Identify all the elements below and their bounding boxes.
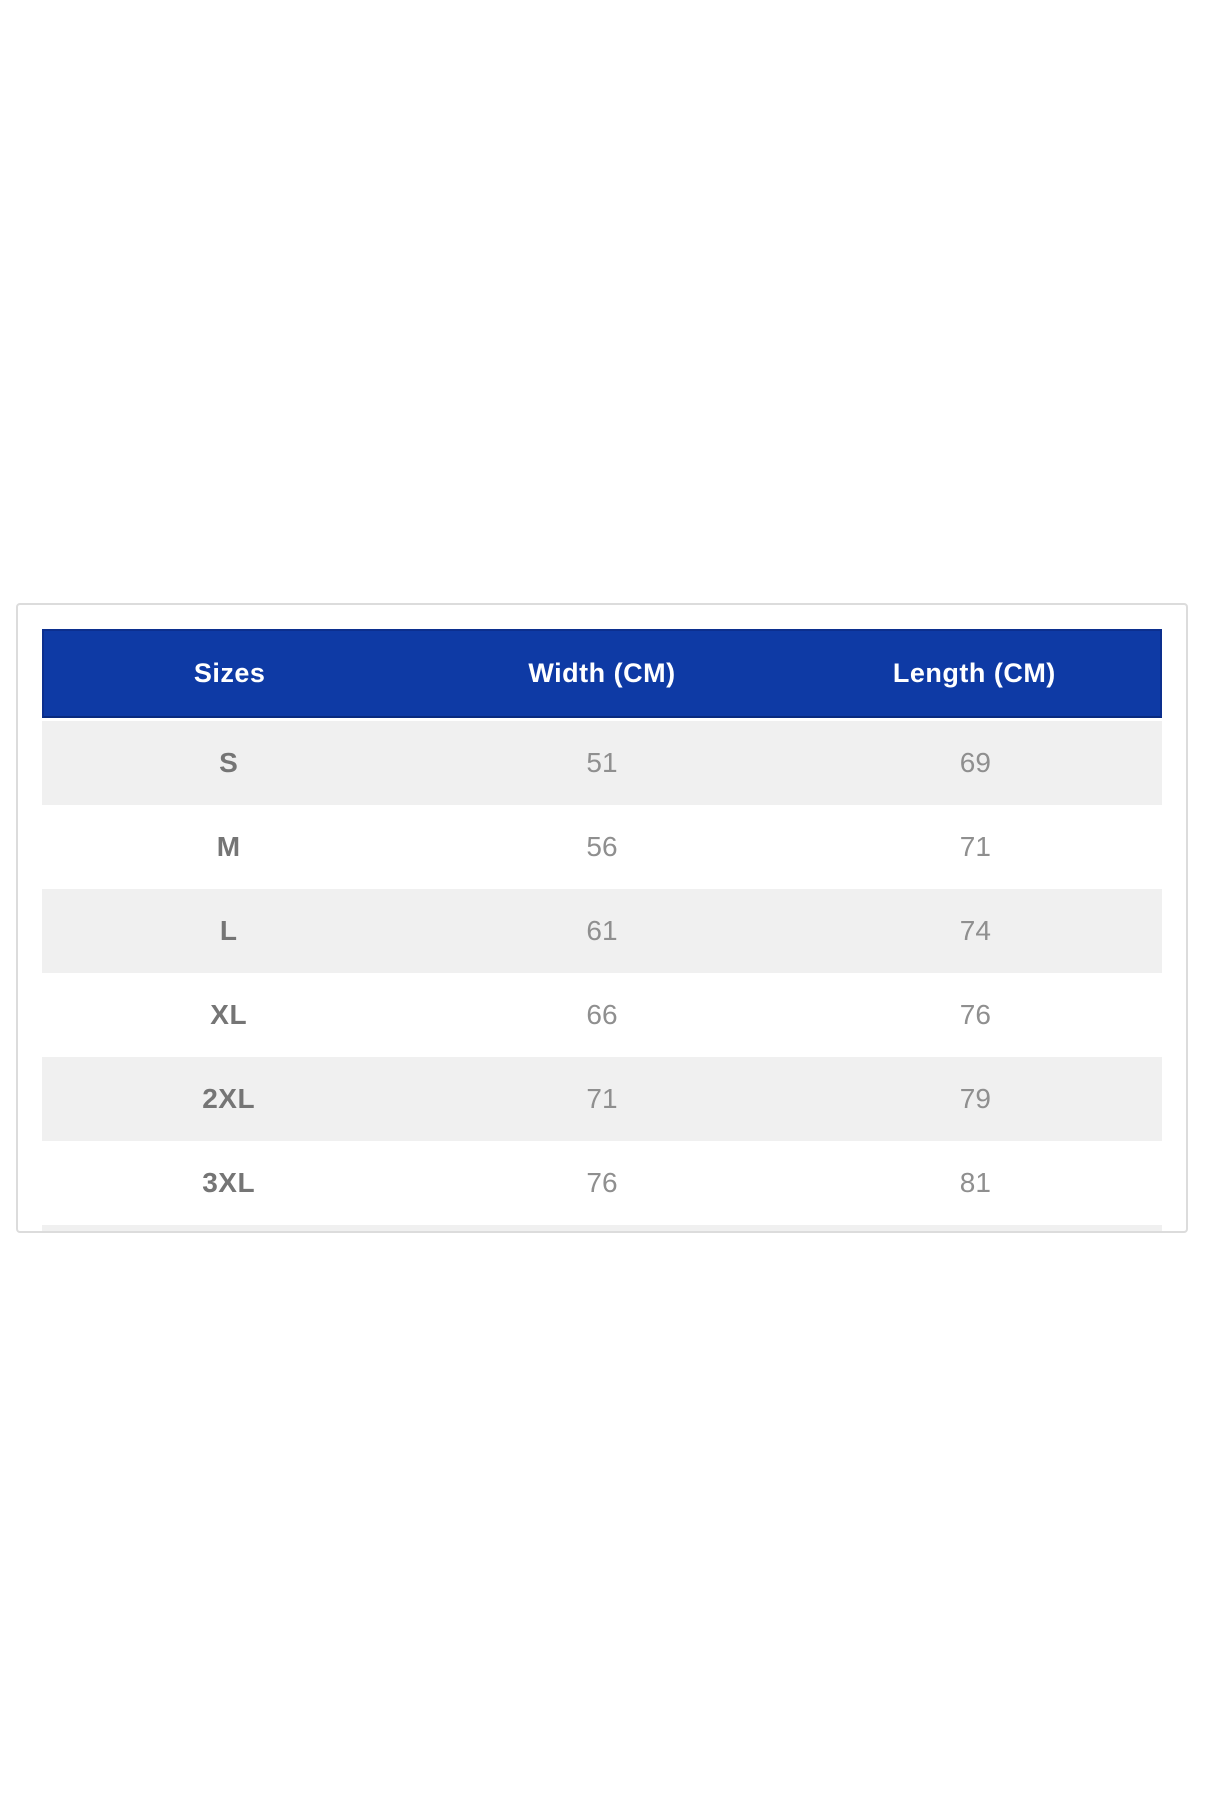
width-cell: 51 xyxy=(415,718,789,805)
length-cell: 71 xyxy=(788,805,1162,889)
length-cell: 81 xyxy=(788,1141,1162,1225)
width-cell: 66 xyxy=(415,973,789,1057)
width-cell: 76 xyxy=(415,1141,789,1225)
table-row: M 56 71 xyxy=(42,805,1162,889)
size-table-body: S 51 69 M 56 71 L 61 74 XL 66 76 2XL 71 … xyxy=(42,718,1162,1225)
table-row: XL 66 76 xyxy=(42,973,1162,1057)
size-cell: 2XL xyxy=(42,1057,416,1141)
size-table-header: Sizes Width (CM) Length (CM) xyxy=(42,629,1162,718)
width-cell: 61 xyxy=(415,889,789,973)
table-row: 2XL 71 79 xyxy=(42,1057,1162,1141)
length-cell: 79 xyxy=(788,1057,1162,1141)
length-cell: 74 xyxy=(788,889,1162,973)
size-cell: L xyxy=(42,889,416,973)
header-row: Sizes Width (CM) Length (CM) xyxy=(42,629,1162,718)
size-table: Sizes Width (CM) Length (CM) S 51 69 M 5… xyxy=(42,629,1162,1225)
table-row: L 61 74 xyxy=(42,889,1162,973)
width-cell: 56 xyxy=(415,805,789,889)
size-cell: M xyxy=(42,805,416,889)
column-header-length: Length (CM) xyxy=(788,629,1162,718)
column-header-width: Width (CM) xyxy=(415,629,789,718)
size-chart-panel: Sizes Width (CM) Length (CM) S 51 69 M 5… xyxy=(16,603,1188,1233)
length-cell: 76 xyxy=(788,973,1162,1057)
clipped-next-row xyxy=(42,1225,1162,1231)
table-row: 3XL 76 81 xyxy=(42,1141,1162,1225)
width-cell: 71 xyxy=(415,1057,789,1141)
size-cell: XL xyxy=(42,973,416,1057)
length-cell: 69 xyxy=(788,718,1162,805)
size-cell: S xyxy=(42,718,416,805)
column-header-sizes: Sizes xyxy=(42,629,416,718)
table-row: S 51 69 xyxy=(42,718,1162,805)
size-cell: 3XL xyxy=(42,1141,416,1225)
